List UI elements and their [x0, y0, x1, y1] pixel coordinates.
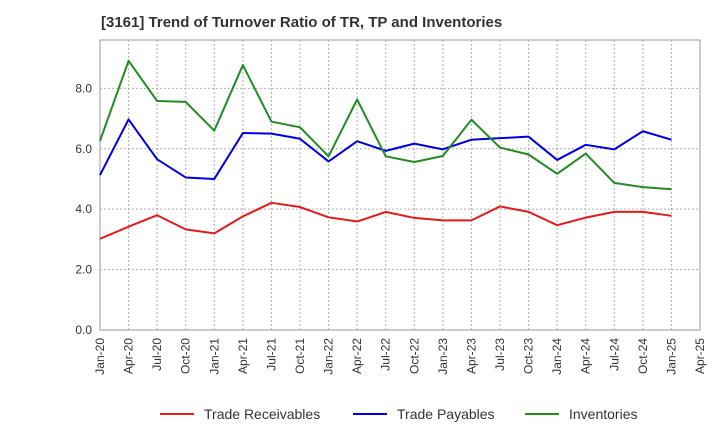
series-line: [99, 201, 672, 240]
chart-title: [3161] Trend of Turnover Ratio of TR, TP…: [101, 14, 503, 31]
x-tick-label: Apr-25: [693, 338, 707, 374]
legend-label: Trade Receivables: [204, 406, 320, 422]
x-tick-label: Jul-21: [264, 338, 278, 371]
x-tick-label: Apr-21: [236, 338, 250, 374]
x-tick-label: Apr-20: [122, 338, 136, 374]
x-tick-label: Apr-24: [579, 338, 593, 374]
x-tick-label: Oct-23: [522, 338, 536, 374]
y-tick-label: 6.0: [75, 142, 92, 156]
x-tick-label: Jan-25: [664, 338, 678, 375]
x-tick-label: Jan-23: [436, 338, 450, 375]
legend-label: Trade Payables: [397, 406, 495, 422]
series-line: [99, 59, 672, 191]
x-tick-label: Apr-23: [464, 338, 478, 374]
x-tick-label: Jul-23: [493, 338, 507, 371]
plot-frame: [99, 39, 701, 331]
x-tick-label: Jan-21: [207, 338, 221, 375]
y-tick-label: 0.0: [75, 323, 92, 337]
series-line: [99, 118, 672, 180]
x-tick-label: Oct-24: [636, 338, 650, 374]
x-tick-label: Jan-20: [93, 338, 107, 375]
x-tick-label: Jul-20: [150, 338, 164, 371]
x-tick-label: Jan-24: [550, 338, 564, 375]
legend-label: Inventories: [569, 406, 637, 422]
y-tick-label: 2.0: [75, 263, 92, 277]
x-tick-label: Jul-24: [607, 338, 621, 371]
x-tick-label: Oct-21: [293, 338, 307, 374]
x-tick-label: Apr-22: [350, 338, 364, 374]
x-tick-label: Jul-22: [379, 338, 393, 371]
x-tick-label: Oct-22: [407, 338, 421, 374]
y-tick-label: 8.0: [75, 81, 92, 95]
x-tick-label: Jan-22: [322, 338, 336, 375]
x-tick-label: Oct-20: [179, 338, 193, 374]
y-tick-label: 4.0: [75, 202, 92, 216]
